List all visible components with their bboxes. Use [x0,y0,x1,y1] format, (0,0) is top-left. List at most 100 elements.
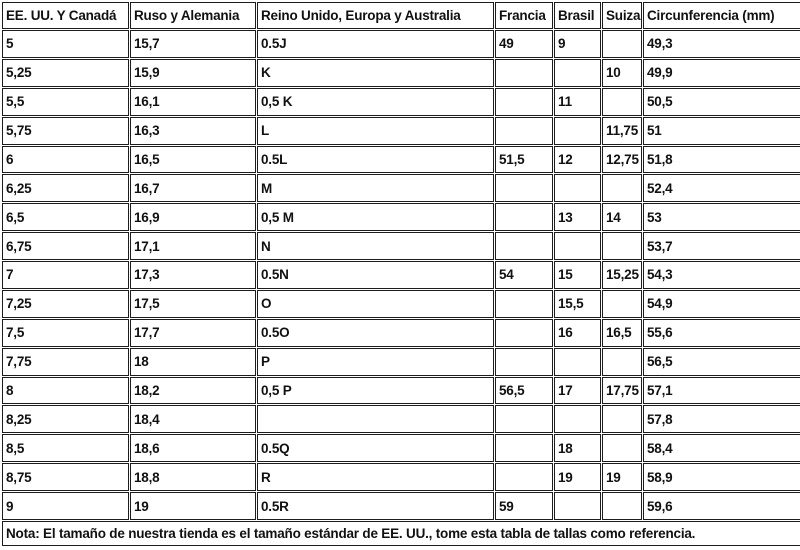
table-cell: 15,25 [602,261,642,289]
table-cell: N [257,232,494,260]
table-cell: 51,8 [643,145,800,174]
table-cell: 17 [554,376,601,405]
note-row: Nota: El tamaño de nuestra tienda es el … [2,521,800,546]
table-cell [495,116,553,145]
table-row: 6,5 16,9 0,5 M 13 14 53 [2,203,800,232]
table-cell: 56,5 [495,376,553,405]
table-cell: 9 [554,30,601,58]
table-row: 7,75 18 P 56,5 [2,347,800,376]
header-row: EE. UU. Y Canadá Ruso y Alemania Reino Uni… [2,2,800,29]
table-cell: 0.5R [257,492,494,520]
table-cell: 0.5N [257,261,494,289]
table-cell: K [257,58,494,87]
table-cell [602,174,642,203]
table-cell: 51,5 [495,145,553,174]
table-cell [257,405,494,434]
table-cell: 7,75 [2,347,129,376]
table-cell: 7,25 [2,289,129,318]
table-cell: 51 [643,116,800,145]
table-cell [554,492,601,520]
table-cell: 6,75 [2,232,129,260]
column-header: Reino Unido, Europa y Australia [257,2,494,29]
table-row: 5,25 15,9 K 10 49,9 [2,58,800,87]
table-cell: 16,9 [130,203,256,232]
table-cell: 18 [130,347,256,376]
table-cell: 12 [554,145,601,174]
table-cell: 16,5 [602,318,642,347]
table-cell: 7 [2,261,129,289]
table-row: 6 16,5 0.5L 51,5 12 12,75 51,8 [2,145,800,174]
column-header: Brasil [554,2,601,29]
table-cell: R [257,463,494,491]
table-cell: 8,25 [2,405,129,434]
table-cell: 18 [554,434,601,463]
table-cell [602,347,642,376]
table-cell: 53 [643,203,800,232]
table-cell: 54,3 [643,261,800,289]
table-cell: 56,5 [643,347,800,376]
table-cell: 6,25 [2,174,129,203]
table-cell [495,58,553,87]
table-cell [554,174,601,203]
column-header: Ruso y Alemania [130,2,256,29]
table-row: 8,75 18,8 R 19 19 58,9 [2,463,800,491]
table-row: 5 15,7 0.5J 49 9 49,3 [2,30,800,58]
table-cell: L [257,116,494,145]
table-cell [602,30,642,58]
table-cell: 49,3 [643,30,800,58]
note-cell: Nota: El tamaño de nuestra tienda es el … [2,521,800,546]
table-cell [554,232,601,260]
table-cell: 9 [2,492,129,520]
table-cell: P [257,347,494,376]
table-row: 7 17,3 0.5N 54 15 15,25 54,3 [2,261,800,289]
table-cell: 49,9 [643,58,800,87]
table-cell: 14 [602,203,642,232]
table-cell: 15,7 [130,30,256,58]
table-cell [602,87,642,116]
column-header: EE. UU. Y Canadá [2,2,129,29]
table-cell: 18,8 [130,463,256,491]
table-cell: 0,5 K [257,87,494,116]
table-cell: 0,5 P [257,376,494,405]
table-cell: 5,5 [2,87,129,116]
table-cell [602,492,642,520]
table-cell: 15,9 [130,58,256,87]
table-cell: 8,5 [2,434,129,463]
table-cell: 19 [602,463,642,491]
table-cell: 7,5 [2,318,129,347]
table-cell: 17,1 [130,232,256,260]
table-cell: O [257,289,494,318]
table-cell: 12,75 [602,145,642,174]
table-cell [554,116,601,145]
table-cell: 6,5 [2,203,129,232]
table-cell [495,347,553,376]
table-row: 6,75 17,1 N 53,7 [2,232,800,260]
table-cell: 0.5J [257,30,494,58]
table-cell: 19 [130,492,256,520]
table-cell: 18,6 [130,434,256,463]
table-cell: 57,1 [643,376,800,405]
table-cell [495,405,553,434]
table-row: 8,25 18,4 57,8 [2,405,800,434]
table-body: 5 15,7 0.5J 49 9 49,3 5,25 15,9 K 10 49,9 5,5 16,1 0,… [2,30,800,520]
table-cell [554,58,601,87]
table-cell: 16 [554,318,601,347]
table-cell [495,463,553,491]
table-cell [495,174,553,203]
table-cell [554,405,601,434]
table-cell: 54 [495,261,553,289]
table-cell: 5,75 [2,116,129,145]
table-cell: 5,25 [2,58,129,87]
table-cell: 55,6 [643,318,800,347]
table-row: 7,5 17,7 0.5O 16 16,5 55,6 [2,318,800,347]
table-cell: 0,5 M [257,203,494,232]
table-cell [602,405,642,434]
table-cell: 15,5 [554,289,601,318]
table-cell: 52,4 [643,174,800,203]
table-cell: 6 [2,145,129,174]
table-row: 6,25 16,7 M 52,4 [2,174,800,203]
table-cell: M [257,174,494,203]
table-cell: 5 [2,30,129,58]
table-cell [602,434,642,463]
table-cell: 50,5 [643,87,800,116]
